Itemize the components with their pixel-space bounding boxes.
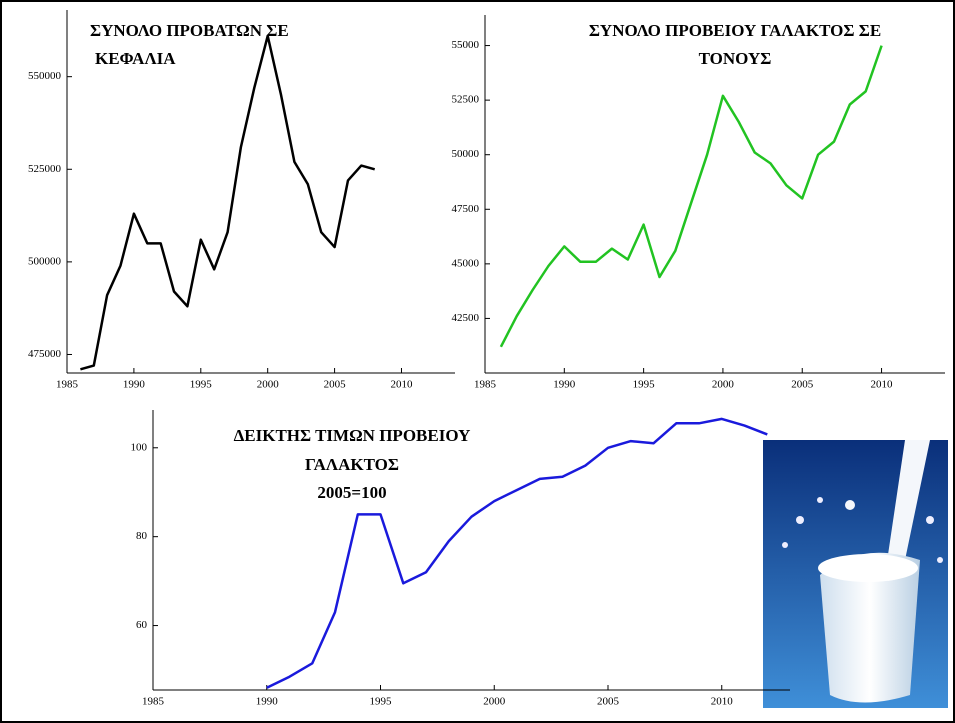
x-tick-label: 2000 [257, 379, 280, 391]
y-tick-label: 500000 [28, 255, 62, 267]
milk-photo [763, 440, 948, 708]
y-tick-label: 525000 [28, 163, 62, 175]
data-line [80, 34, 376, 371]
y-tick-label: 42500 [452, 312, 480, 324]
x-tick-label: 2010 [711, 696, 734, 708]
chart-title: ΔΕΙΚΤΗΣ ΤΙΜΩΝ ΠΡΟΒΕΙΟΥ [234, 426, 471, 445]
x-tick-label: 2010 [871, 379, 894, 391]
x-tick-label: 1990 [256, 696, 279, 708]
x-tick-label: 2005 [324, 379, 347, 391]
y-tick-label: 550000 [28, 70, 62, 82]
x-tick-label: 1990 [123, 379, 146, 391]
y-tick-label: 100 [131, 441, 148, 453]
data-line [266, 417, 768, 689]
chart-title: 2005=100 [317, 483, 386, 502]
x-tick-label: 2005 [597, 696, 620, 708]
chart-title: ΣΥΝΟΛΟ ΠΡΟΒΕΙΟΥ ΓΑΛΑΚΤΟΣ ΣΕ [589, 21, 881, 40]
chart-title: ΓΑΛΑΚΤΟΣ [305, 455, 399, 474]
y-tick-label: 475000 [28, 348, 62, 360]
x-tick-label: 2010 [390, 379, 413, 391]
y-tick-label: 50000 [452, 148, 480, 160]
x-tick-label: 2000 [712, 379, 735, 391]
x-tick-label: 1995 [370, 696, 393, 708]
x-tick-label: 1995 [633, 379, 656, 391]
chart-title: ΣΥΝΟΛΟ ΠΡΟΒΑΤΩΝ ΣΕ [90, 21, 289, 40]
y-tick-label: 47500 [452, 203, 480, 215]
x-tick-label: 1985 [56, 379, 79, 391]
x-tick-label: 1985 [474, 379, 497, 391]
x-tick-label: 1995 [190, 379, 213, 391]
data-line [499, 45, 883, 348]
y-tick-label: 45000 [452, 257, 480, 269]
x-tick-label: 2000 [483, 696, 506, 708]
y-tick-label: 55000 [452, 39, 480, 51]
chart-title: ΚΕΦΑΛΙΑ [95, 49, 176, 68]
y-tick-label: 60 [136, 619, 148, 631]
y-tick-label: 52500 [452, 94, 480, 106]
y-tick-label: 80 [136, 530, 148, 542]
chart-title: ΤΟΝΟΥΣ [699, 49, 772, 68]
x-tick-label: 1985 [142, 696, 165, 708]
x-tick-label: 1990 [553, 379, 576, 391]
x-tick-label: 2005 [791, 379, 814, 391]
